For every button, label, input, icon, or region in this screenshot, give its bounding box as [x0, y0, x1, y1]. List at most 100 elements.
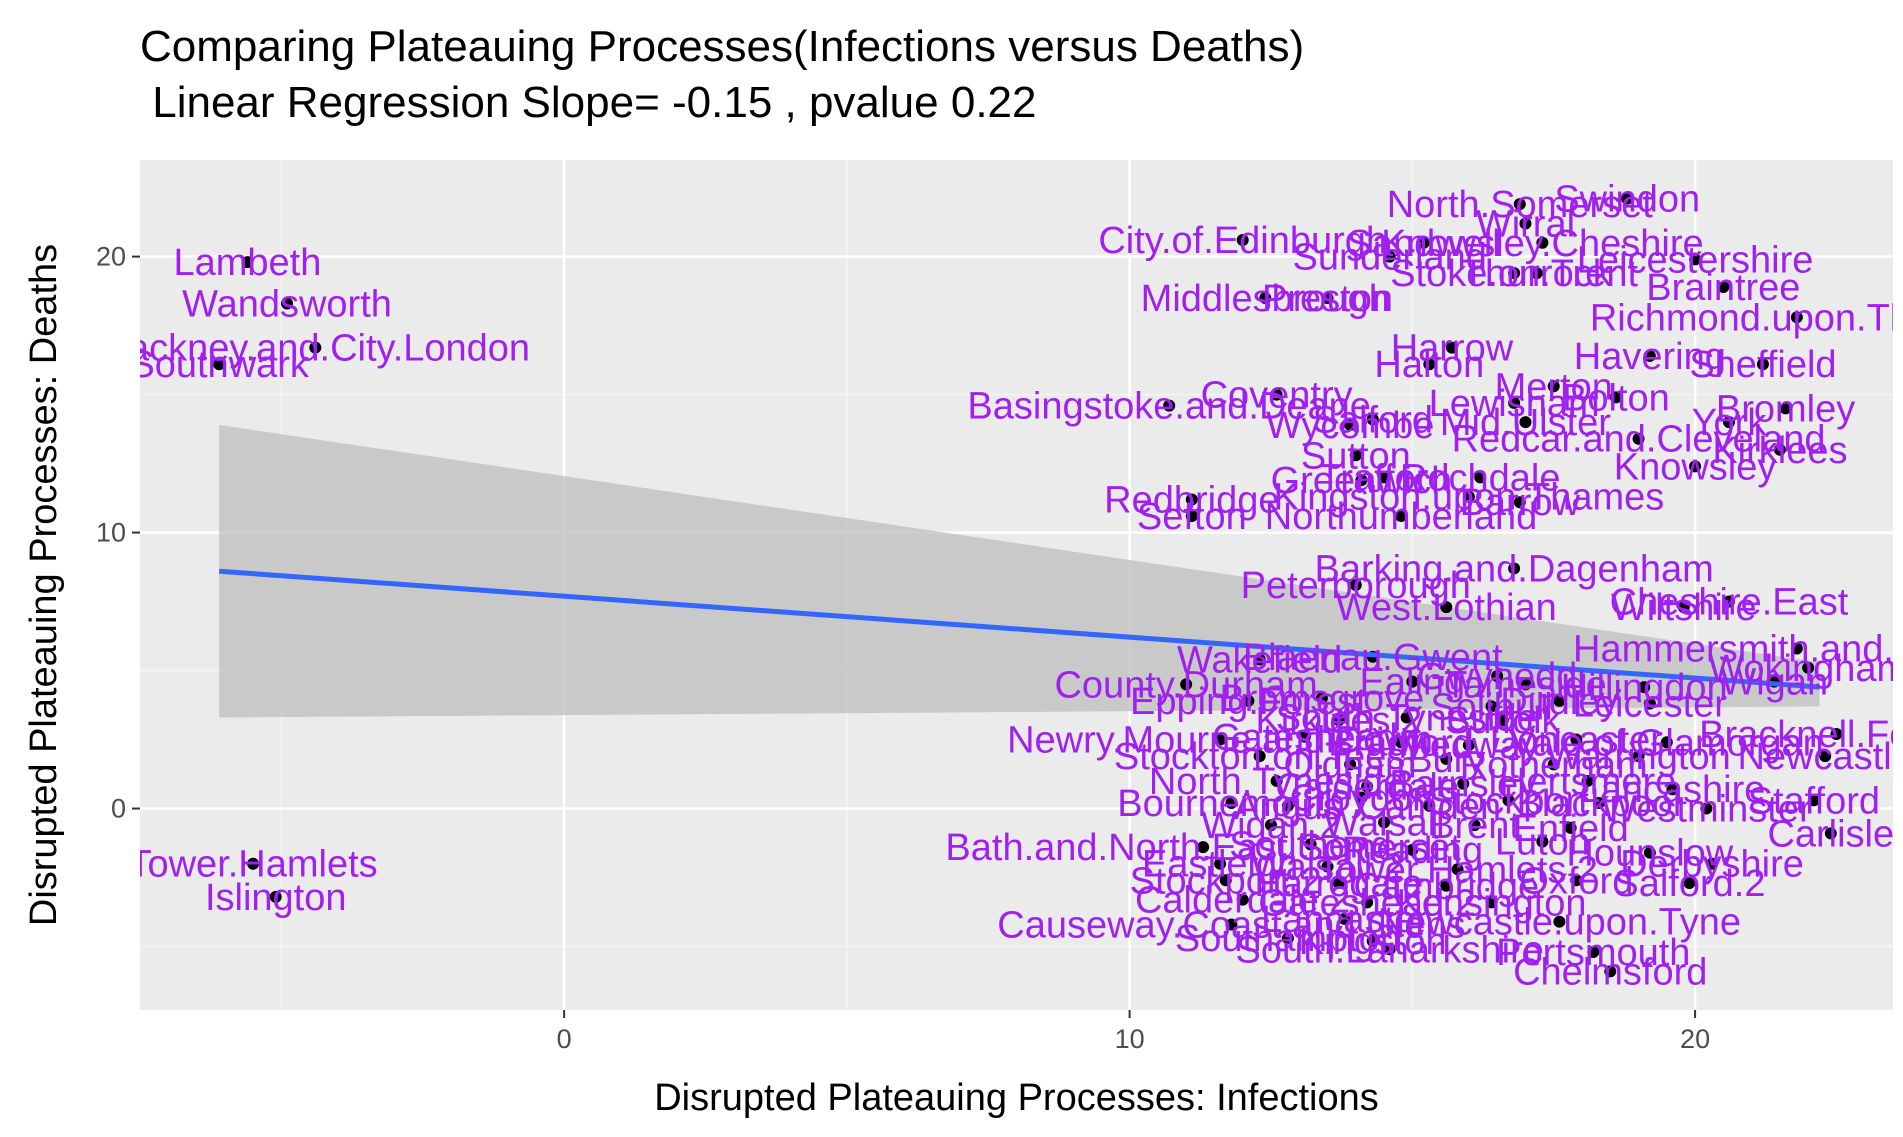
data-point: [1706, 857, 1719, 870]
point-label: Lambeth: [173, 242, 321, 284]
data-point: [1632, 750, 1645, 763]
point-label: Sheffield: [1689, 344, 1836, 386]
point-label: Newcastle.upon.Tyne: [1378, 902, 1741, 944]
point-label: Barnsley: [1389, 764, 1537, 806]
point-label: Newcastle: [1737, 736, 1903, 778]
data-point: [1564, 821, 1577, 834]
data-point: [1830, 728, 1843, 741]
point-label: Carlisle: [1767, 813, 1894, 855]
data-point: [1406, 843, 1419, 856]
data-point: [1440, 752, 1453, 765]
data-point: [1264, 819, 1277, 832]
point-label: Kingston: [1299, 921, 1447, 963]
point-label: Calderdale: [1275, 766, 1459, 808]
data-point: [1253, 750, 1266, 763]
point-label: Kensington: [1396, 882, 1586, 924]
data-point: [1553, 915, 1566, 928]
data-point: [1378, 816, 1391, 829]
data-point: [1660, 736, 1673, 749]
point-label: Chelmsford: [1513, 951, 1707, 993]
point-label: Portsmouth: [1496, 932, 1690, 974]
point-label: Eastleigh: [1142, 844, 1298, 886]
point-label: Reading: [1342, 830, 1484, 872]
confidence-band-layer: [219, 424, 1820, 718]
data-point: [1214, 857, 1227, 870]
data-point: [1723, 416, 1736, 429]
data-point: [1819, 750, 1832, 763]
point-label: Northumberland: [1265, 496, 1537, 538]
data-point: [1643, 697, 1656, 710]
data-point: [1185, 510, 1198, 523]
data-point: [1378, 471, 1391, 484]
data-point: [1344, 758, 1357, 771]
data-point: [1259, 291, 1272, 304]
point-label: Lewisham: [1429, 383, 1600, 425]
point-label-layer: LambethWandsworthHackney.and.City.London…: [101, 179, 1903, 994]
point-label: Calderdale.2: [1135, 880, 1350, 922]
point-label: Wakefield: [1177, 640, 1342, 682]
point-label: Mid.Ulster: [1440, 402, 1611, 444]
point-label: Merton: [1495, 366, 1613, 408]
point-label: Gateshead: [1212, 717, 1398, 759]
data-point: [1677, 601, 1690, 614]
point-label: South.Tyneside: [1276, 697, 1538, 739]
data-point: [1717, 280, 1730, 293]
point-label: Stafford: [1748, 780, 1880, 822]
data-point: [1496, 714, 1509, 727]
point-label: Tower.Hamlets: [128, 844, 377, 886]
point-label: Bradford: [1328, 722, 1474, 764]
data-point: [1547, 758, 1560, 771]
point-label: Cheshire.East: [1610, 582, 1849, 624]
point-label: Thurrock: [1462, 253, 1613, 295]
point-layer: [213, 192, 1843, 978]
point-label: Rotherham: [1460, 744, 1648, 786]
point-label: Dudley: [1500, 681, 1618, 723]
data-point: [1632, 432, 1645, 445]
point-label: Peterborough: [1241, 565, 1471, 607]
data-point: [1756, 358, 1769, 371]
data-point: [1621, 192, 1634, 205]
data-point: [1666, 783, 1679, 796]
data-point: [1604, 965, 1617, 978]
point-label: Walsall: [1324, 802, 1445, 844]
regression-line: [218, 568, 1820, 690]
data-point: [1502, 794, 1515, 807]
point-label: Bolton: [1562, 377, 1670, 419]
point-label: Gateshead.2: [1258, 882, 1476, 924]
axes-layer: 0 10 20 0 10 20 Disrupted Plateauing Processes…: [23, 242, 1710, 1119]
data-point: [1349, 579, 1362, 591]
point-label: Bracknell.Forest: [1699, 714, 1903, 756]
point-label: Stoke.on.Trent: [1390, 253, 1638, 295]
point-label: Wigan: [1720, 662, 1828, 704]
point-label: Cambridge: [1353, 866, 1539, 908]
data-point: [1581, 774, 1594, 787]
data-point: [1592, 797, 1605, 810]
data-point: [1395, 736, 1408, 749]
data-point: [1536, 835, 1549, 848]
point-label: Preston: [1262, 278, 1393, 320]
data-point: [1180, 678, 1193, 691]
point-label: Hertsmere: [1499, 761, 1676, 803]
point-label: Hackney.and.City.London: [101, 328, 531, 370]
data-point: [1570, 874, 1583, 887]
data-point: [1485, 896, 1498, 909]
data-point: [1790, 311, 1803, 324]
point-label: North.Tyneside: [1149, 761, 1405, 803]
y-axis-title: Disrupted Plateauing Processes: Deaths: [23, 244, 65, 926]
point-label: Angus: [1234, 786, 1342, 828]
data-point: [1253, 653, 1266, 666]
data-point: [1643, 846, 1656, 859]
point-label: Croydon: [1290, 778, 1434, 820]
data-point: [1587, 946, 1600, 959]
data-point: [1462, 739, 1475, 752]
data-point: [1519, 217, 1532, 230]
data-point: [1508, 267, 1521, 280]
data-point: [1236, 234, 1249, 247]
point-label: Newry.Mourne.and.Down: [1007, 720, 1433, 762]
data-point: [1508, 562, 1521, 575]
point-label: Sutton: [1301, 435, 1411, 477]
data-point: [269, 890, 282, 903]
point-label: Lancashire: [1580, 769, 1766, 811]
point-label: Stockport: [1428, 780, 1589, 822]
point-label: Coventry: [1201, 375, 1353, 417]
